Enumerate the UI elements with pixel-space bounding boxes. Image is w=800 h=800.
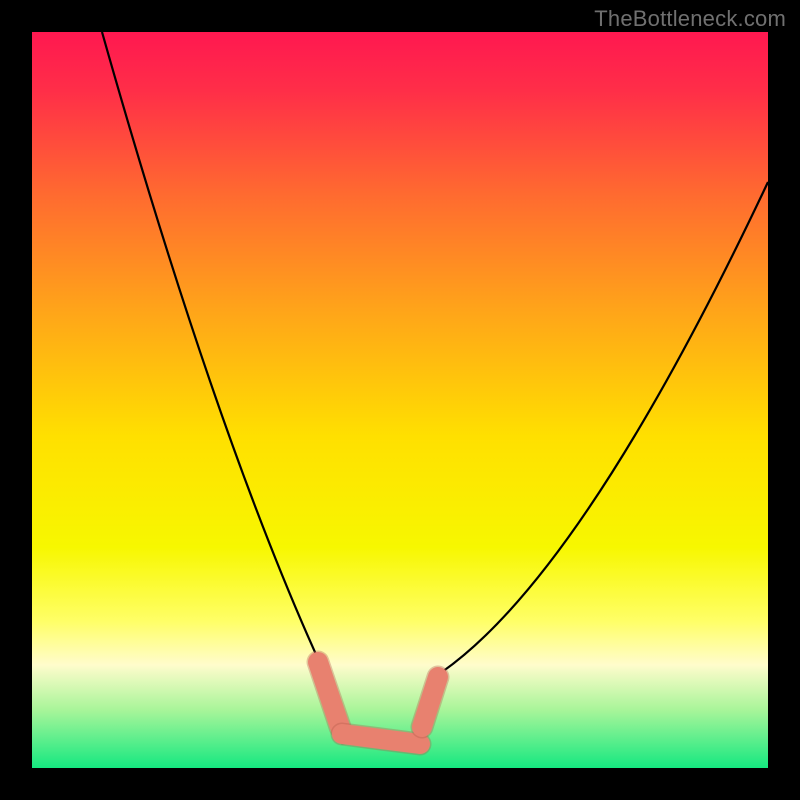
watermark-text: TheBottleneck.com <box>594 6 786 32</box>
valley-marker <box>342 734 420 744</box>
plot-area <box>32 32 768 768</box>
gradient-background <box>32 32 768 768</box>
chart-svg <box>32 32 768 768</box>
chart-frame: TheBottleneck.com <box>0 0 800 800</box>
